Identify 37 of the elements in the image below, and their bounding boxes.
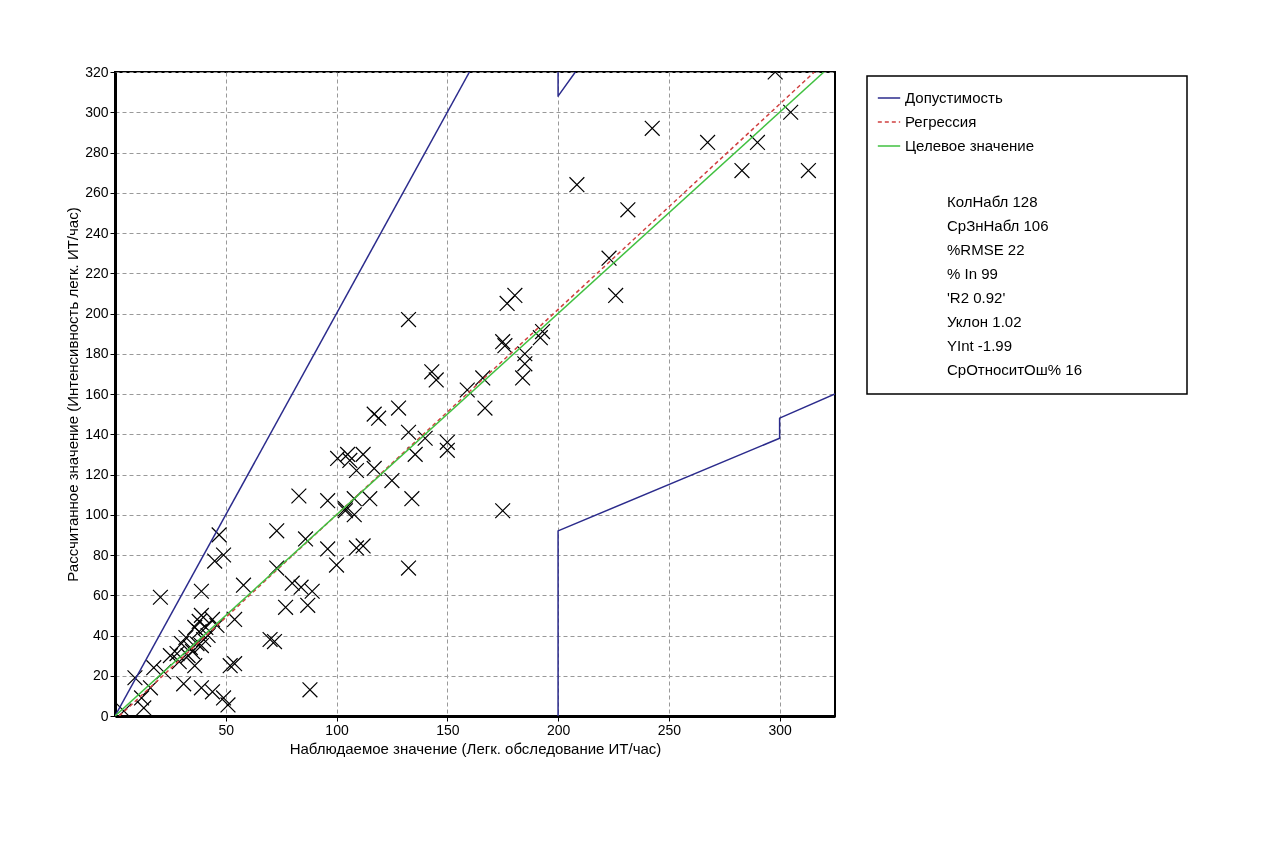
y-tick-label: 140 — [85, 425, 109, 442]
y-tick-label: 240 — [85, 224, 109, 241]
x-tick-label: 300 — [768, 721, 793, 738]
y-tick-label: 20 — [92, 667, 109, 684]
text: % In 99 — [947, 265, 998, 282]
legend-label: Регрессия — [905, 113, 977, 130]
y-tick-label: 160 — [85, 385, 109, 402]
text: Уклон 1.02 — [947, 313, 1022, 330]
y-tick-label: 280 — [85, 144, 109, 160]
y-tick-label: 320 — [85, 63, 109, 80]
x-axis-title: Наблюдаемое значение (Легк. обследование ИТ/час) — [289, 739, 662, 757]
y-tick-label: 80 — [92, 546, 109, 563]
y-tick-label: 200 — [85, 305, 109, 321]
x-tick-label: 250 — [657, 721, 682, 738]
y-tick-label: 220 — [85, 264, 109, 281]
x-tick-label: 100 — [325, 721, 349, 738]
y-axis-title: Рассчитанное значение (Интенсивность легк. ИТ/час) — [64, 207, 82, 582]
legend-label: Допустимость — [905, 89, 1003, 106]
y-tick-label: 0 — [100, 707, 109, 724]
y-tick-label: 260 — [85, 184, 109, 201]
y-tick-label: 180 — [85, 345, 109, 362]
legend-label: Целевое значение — [905, 137, 1035, 154]
x-tick-label: 200 — [546, 721, 571, 738]
text: СрОтноситОш% 16 — [947, 361, 1082, 378]
y-tick-label: 40 — [92, 627, 109, 643]
y-tick-label: 120 — [85, 466, 109, 482]
text: %RMSE 22 — [947, 241, 1025, 258]
text: YInt -1.99 — [947, 337, 1013, 354]
text: 'R2 0.92' — [947, 289, 1006, 306]
x-tick-label: 150 — [436, 721, 460, 738]
text: КолНабл 128 — [947, 193, 1038, 210]
line-series — [557, 393, 835, 716]
y-tick-label: 300 — [85, 103, 109, 120]
y-tick-label: 100 — [85, 506, 109, 523]
x-tick-label: 50 — [218, 721, 235, 738]
y-tick-label: 60 — [92, 586, 109, 603]
text: СрЗнНабл 106 — [947, 217, 1049, 234]
